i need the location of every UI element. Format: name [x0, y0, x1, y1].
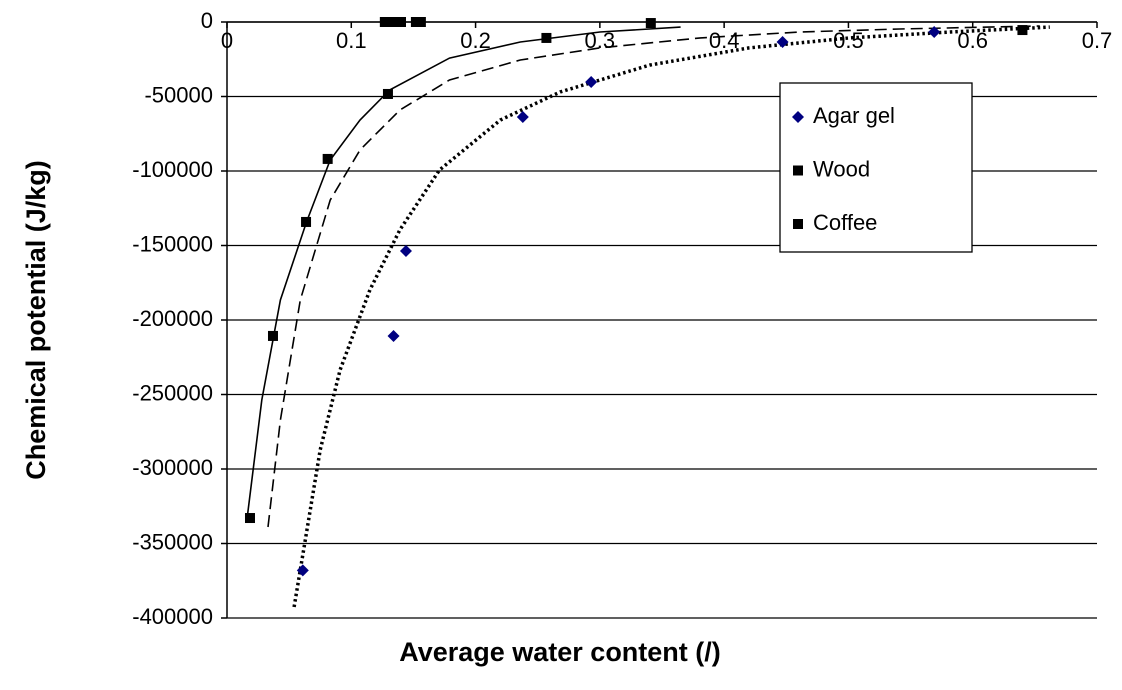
data-point: [399, 245, 412, 258]
data-point: [928, 25, 941, 38]
y-tick-label: -300000: [132, 455, 213, 480]
trend-line: [267, 25, 1040, 528]
data-point: [244, 513, 255, 524]
x-tick-label: 0.5: [833, 28, 864, 53]
data-point: [322, 153, 333, 164]
data-point: [301, 216, 312, 227]
x-tick-label: 0.4: [709, 28, 740, 53]
y-axis-title: Chemical potential (J/kg): [21, 160, 51, 480]
y-tick-label: -100000: [132, 157, 213, 182]
legend-marker: [793, 219, 803, 229]
x-tick-label: 0.7: [1082, 28, 1113, 53]
trend-line: [292, 25, 1050, 608]
data-point: [1017, 25, 1028, 36]
data-point: [645, 18, 656, 29]
data-point: [396, 17, 406, 27]
data-point: [379, 17, 390, 27]
x-tick-label: 0: [221, 28, 233, 53]
data-point: [382, 88, 393, 99]
data-point: [386, 17, 397, 27]
trend-line: [246, 26, 681, 521]
x-tick-label: 0.1: [336, 28, 367, 53]
y-tick-label: -250000: [132, 380, 213, 405]
data-point: [387, 329, 400, 342]
data-point: [585, 76, 598, 89]
y-tick-label: -50000: [144, 82, 213, 107]
x-tick-label: 0.2: [460, 28, 491, 53]
data-point: [516, 111, 529, 124]
data-point: [541, 32, 552, 43]
legend-label: Coffee: [813, 210, 877, 235]
data-point: [296, 564, 309, 577]
y-tick-label: -400000: [132, 604, 213, 629]
y-tick-label: -200000: [132, 306, 213, 331]
legend-marker: [792, 111, 804, 123]
legend-label: Agar gel: [813, 103, 895, 128]
legend-marker: [793, 165, 803, 176]
data-point: [776, 35, 789, 48]
data-point: [267, 330, 278, 341]
y-tick-label: 0: [201, 8, 213, 33]
legend-label: Wood: [813, 156, 870, 181]
legend-box: [779, 82, 973, 253]
data-point: [415, 17, 426, 27]
y-tick-label: -350000: [132, 529, 213, 554]
y-tick-label: -150000: [132, 231, 213, 256]
x-axis-title: Average water content (/): [399, 637, 721, 667]
